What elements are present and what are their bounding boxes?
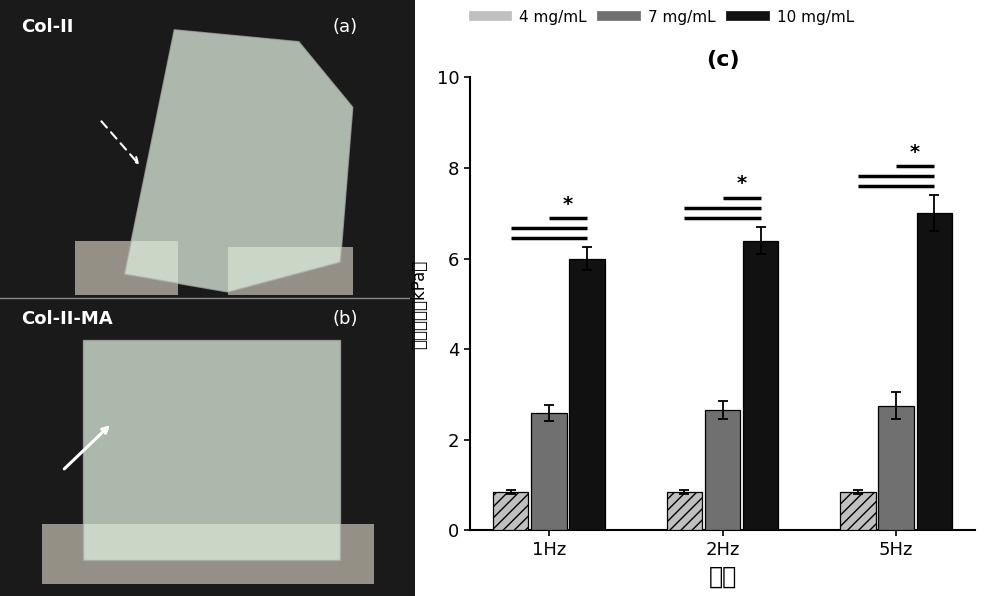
Bar bbox=[83, 340, 340, 560]
Bar bbox=[878, 406, 914, 530]
Text: *: * bbox=[737, 175, 747, 194]
Text: *: * bbox=[563, 195, 573, 214]
Bar bbox=[840, 492, 876, 530]
Title: (c): (c) bbox=[706, 51, 739, 70]
X-axis label: 频率: 频率 bbox=[708, 564, 737, 588]
Bar bbox=[228, 247, 353, 295]
Bar bbox=[493, 492, 528, 530]
Bar bbox=[569, 259, 605, 530]
Bar bbox=[75, 241, 178, 295]
Text: (a): (a) bbox=[332, 18, 357, 36]
Y-axis label: 储能模量（kPa）: 储能模量（kPa） bbox=[411, 259, 429, 349]
Text: (b): (b) bbox=[332, 310, 358, 328]
Bar bbox=[667, 492, 702, 530]
Polygon shape bbox=[124, 30, 353, 292]
Bar bbox=[42, 524, 374, 584]
Bar bbox=[743, 241, 778, 530]
Text: Col-II: Col-II bbox=[21, 18, 73, 36]
Text: *: * bbox=[910, 142, 920, 162]
Legend: 4 mg/mL, 7 mg/mL, 10 mg/mL: 4 mg/mL, 7 mg/mL, 10 mg/mL bbox=[468, 4, 860, 31]
Bar bbox=[705, 411, 740, 530]
Bar bbox=[531, 412, 567, 530]
Bar bbox=[917, 213, 952, 530]
Text: Col-II-MA: Col-II-MA bbox=[21, 310, 112, 328]
